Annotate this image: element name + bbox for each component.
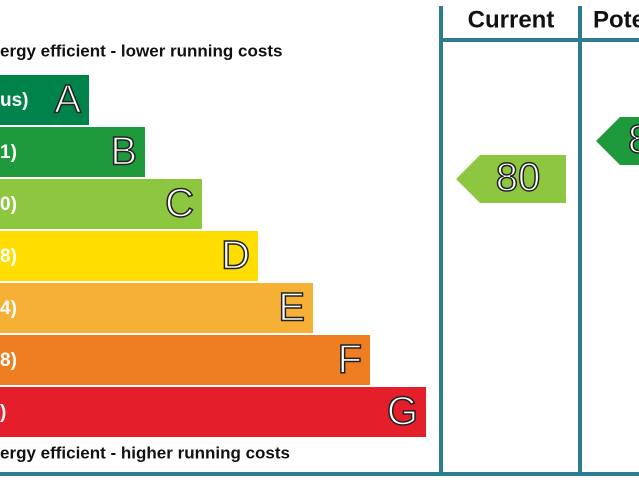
potential-header: Pote [593, 6, 639, 33]
band-range: 8) [0, 246, 17, 267]
band-letter: A [54, 78, 81, 122]
band-bar [0, 387, 426, 437]
bands: us) A 1) B 0) C 8) D 4) E 8) F) G [0, 75, 426, 437]
potential-rating: 8 [628, 118, 639, 162]
band-letter: B [110, 130, 137, 174]
band-bar [0, 127, 145, 177]
band-range: ) [0, 402, 6, 423]
band-range: 4) [0, 298, 17, 319]
band-letter: E [278, 286, 305, 330]
band-letter: C [165, 182, 194, 226]
band-bar [0, 335, 370, 385]
band-range: 0) [0, 194, 17, 215]
current-rating: 80 [496, 156, 541, 200]
current-header: Current [468, 6, 555, 33]
band-bar [0, 231, 258, 281]
potential-arrow [596, 117, 639, 165]
bottom-note: ergy efficient - higher running costs [0, 443, 290, 462]
band-bar [0, 179, 202, 229]
band-letter: D [221, 234, 250, 278]
band-range: 8) [0, 350, 17, 371]
band-bar [0, 75, 89, 125]
band-letter: G [387, 390, 418, 434]
band-bar [0, 283, 313, 333]
band-range: 1) [0, 142, 17, 163]
band-letter: F [338, 338, 362, 382]
top-note: ergy efficient - lower running costs [0, 41, 282, 60]
current-arrow [456, 155, 566, 203]
band-range: us) [0, 90, 29, 111]
